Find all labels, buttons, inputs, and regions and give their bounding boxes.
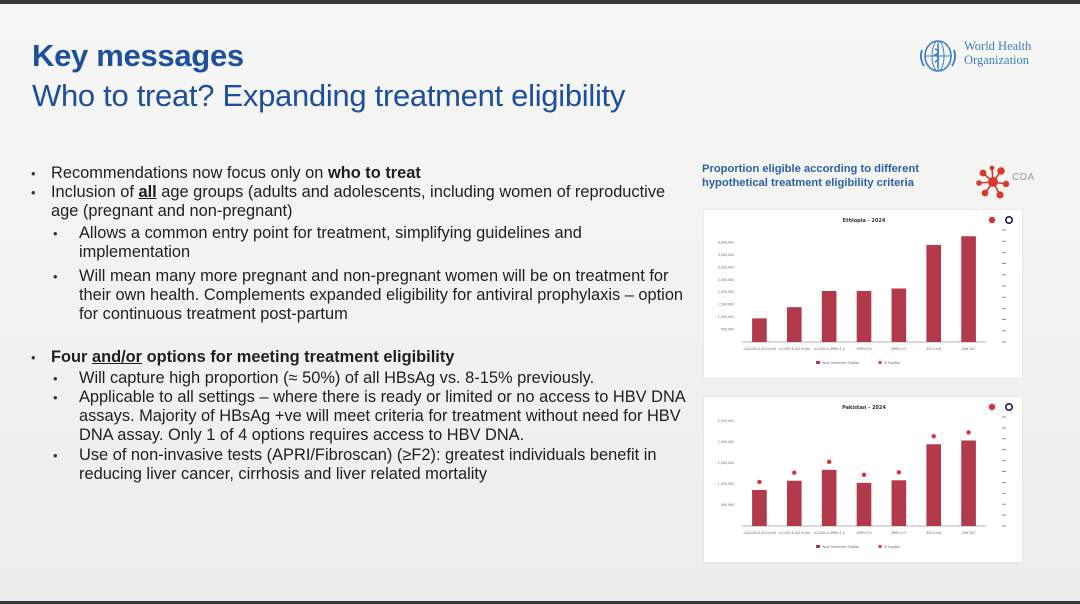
slide: Key messages Who to treat? Expanding tre… <box>0 4 1080 601</box>
percent-marker <box>931 434 936 439</box>
y-tick-label: 2,000,000 <box>718 440 734 444</box>
sub-bullet-all-settings: Applicable to all settings – where there… <box>51 388 690 446</box>
x-tick-label: ≥20,000 & ALT>ULN <box>743 347 777 351</box>
who-logo-line1: World Health <box>964 39 1032 53</box>
bar <box>891 288 907 342</box>
y-tick-label: 1,000,000 <box>718 482 734 486</box>
bar <box>961 236 976 342</box>
bar <box>821 469 837 526</box>
bar <box>856 290 872 342</box>
sub-bullet-list: Will capture high proportion (≈ 50%) of … <box>51 369 690 484</box>
chart-svg: Ethiopia - 2024 500,000 1,000,000 1,500,000… <box>718 216 1013 365</box>
y-tick-label: 2,000,000 <box>718 290 734 294</box>
bullet-bold-text: all <box>138 183 157 202</box>
who-logo-text: World Health Organization <box>964 39 1031 67</box>
y-tick-label: 1,500,000 <box>718 303 734 307</box>
bar <box>786 307 802 342</box>
percent-marker <box>792 470 797 475</box>
x-tick-label: ANY ALT <box>962 347 975 351</box>
legend-label: % Eligible <box>884 361 900 365</box>
x-tick-label: ≥2,000 & APRI>1.5 <box>813 347 844 351</box>
chart-title: Pakistan - 2024 <box>842 405 886 411</box>
cda-logo: CDA <box>974 162 1046 202</box>
percent-marker <box>826 459 832 465</box>
chart-svg: Pakistan - 2024 500,000 1,000,000 1,500,000… <box>718 403 1013 549</box>
x-tick-label: ANY ALT <box>962 531 975 535</box>
bullet-age-groups: Inclusion of all age groups (adults and … <box>30 183 690 324</box>
bullet-bold-text: options for meeting treatment eligibilit… <box>142 347 455 366</box>
bullet-bold-text: Four <box>51 347 92 366</box>
x-tick-label: APRI>2.0 <box>857 347 872 351</box>
chart-pakistan: Pakistan - 2024 500,000 1,000,000 1,500,000… <box>704 397 1022 562</box>
legend-label: Total Treatment Eligible <box>821 361 859 365</box>
bar <box>752 489 767 526</box>
y-tick-label: 500,000 <box>721 328 734 332</box>
x-tick-label: ≥2,000 & APRI>1.5 <box>813 531 844 535</box>
who-logo-line2: Organization <box>964 53 1030 67</box>
x-tick-label: APRI>2.0 <box>857 531 872 535</box>
percent-marker <box>757 479 762 485</box>
bullet-underlined-text: and/or <box>91 347 143 366</box>
sub-bullet-non-invasive-tests: Use of non-invasive tests (APRI/Fibrosca… <box>51 446 690 484</box>
y-tick-label: 4,000,000 <box>718 240 734 244</box>
legend-dot-icon <box>988 403 996 411</box>
y-tick-label: 2,500,000 <box>718 278 734 282</box>
sub-bullet-high-proportion: Will capture high proportion (≈ 50%) of … <box>51 369 690 388</box>
legend-dot-icon <box>988 216 996 224</box>
cda-logo-text: CDA <box>1012 172 1035 183</box>
slide-title: Key messages <box>32 38 244 73</box>
bullet-four-options: Four and/or options for meeting treatmen… <box>30 348 690 484</box>
percent-marker <box>861 472 867 478</box>
who-emblem-icon <box>919 40 957 72</box>
key-messages-list: Recommendations now focus only on who to… <box>30 164 690 484</box>
x-tick-label: APRI>1.5 <box>891 531 906 535</box>
legend-swatch-bar <box>816 361 820 364</box>
bar <box>821 290 837 342</box>
legend-label: Total Treatment Eligible <box>821 545 859 549</box>
legend-label: % Eligible <box>884 545 900 549</box>
bar <box>926 244 942 342</box>
bar <box>856 482 872 526</box>
x-tick-label: ≥2,000 & ALT>ULN <box>779 347 811 351</box>
y-tick-label: 2,500,000 <box>718 419 734 423</box>
x-tick-label: ≥20,000 & ALT>ULN <box>743 531 777 535</box>
bar <box>926 444 942 526</box>
charts-header-line2: hypothetical treatment eligibility crite… <box>702 177 914 189</box>
x-tick-label: ALT>ULN <box>926 531 941 535</box>
x-tick-label: ALT>ULN <box>926 347 941 351</box>
legend-ring-icon <box>1004 403 1013 412</box>
charts-header-line1: Proportion eligible according to differe… <box>702 163 919 175</box>
y-tick-label: 1,000,000 <box>718 315 734 319</box>
slide-subtitle: Who to treat? Expanding treatment eligib… <box>32 78 626 113</box>
bullet-text: age groups (adults and adolescents, incl… <box>51 183 666 221</box>
sub-bullet-list: Allows a common entry point for treatmen… <box>51 224 690 325</box>
legend-swatch-marker <box>878 360 882 365</box>
charts-header: Proportion eligible according to differe… <box>702 162 972 190</box>
sub-bullet-pregnant-women: Will mean many more pregnant and non-pre… <box>51 267 690 325</box>
sub-bullet-entry-point: Allows a common entry point for treatmen… <box>51 224 690 262</box>
legend-swatch-marker <box>878 544 882 549</box>
bar <box>752 318 767 342</box>
who-logo: World Health Organization <box>918 34 1048 78</box>
y-tick-label: 3,500,000 <box>718 253 734 257</box>
bullet-bold-text: who to treat <box>327 164 421 182</box>
legend-ring-icon <box>1004 216 1013 225</box>
bullet-text: Inclusion of <box>51 183 139 202</box>
y-tick-label: 500,000 <box>721 503 734 507</box>
chart-ethiopia: Ethiopia - 2024 500,000 1,000,000 1,500,000… <box>704 210 1022 378</box>
percent-marker <box>966 430 971 435</box>
x-tick-label: APRI>1.5 <box>891 347 906 351</box>
bar <box>891 480 907 526</box>
y-tick-label: 3,000,000 <box>718 265 734 269</box>
bullet-who-to-treat: Recommendations now focus only on who to… <box>30 164 690 183</box>
y-tick-label: 1,500,000 <box>718 461 734 465</box>
cda-network-icon <box>976 165 1010 199</box>
percent-marker <box>896 470 902 475</box>
legend-swatch-bar <box>816 545 820 548</box>
bullet-text: Recommendations now focus only on <box>51 164 328 182</box>
bar <box>961 440 976 526</box>
x-tick-label: ≥2,000 & ALT>ULN <box>779 531 811 535</box>
chart-title: Ethiopia - 2024 <box>843 218 886 224</box>
bar <box>786 480 802 526</box>
